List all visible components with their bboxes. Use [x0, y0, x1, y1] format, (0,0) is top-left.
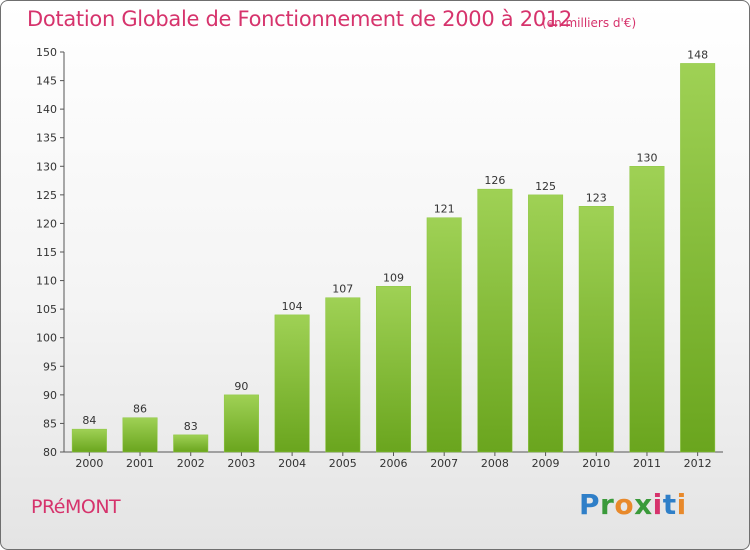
proxiti-logo: Proxiti	[579, 488, 687, 521]
logo-letter: x	[634, 488, 653, 521]
y-tick-label: 130	[36, 160, 57, 173]
bar-2008	[477, 188, 513, 453]
value-label-2006: 109	[383, 271, 404, 284]
value-label-2002: 83	[184, 420, 198, 433]
logo-letter: t	[662, 488, 677, 521]
value-label-2010: 123	[586, 191, 607, 204]
y-tick-label: 145	[36, 75, 57, 88]
y-tick-label: 115	[36, 246, 57, 259]
chart-title: Dotation Globale de Fonctionnement de 20…	[27, 7, 572, 31]
value-label-2001: 86	[133, 403, 147, 416]
value-label-2011: 130	[636, 151, 657, 164]
value-label-2003: 90	[234, 380, 248, 393]
chart-subtitle: (en milliers d'€)	[542, 16, 637, 30]
commune-name: PRéMONT	[31, 496, 121, 518]
x-tick-label-2004: 2004	[278, 457, 306, 470]
y-tick-label: 100	[36, 332, 57, 345]
value-label-2004: 104	[282, 300, 303, 313]
value-label-2005: 107	[332, 283, 353, 296]
bar-2000	[71, 428, 107, 453]
logo-letter: i	[652, 488, 663, 521]
x-tick-label-2007: 2007	[430, 457, 458, 470]
value-label-2008: 126	[484, 174, 505, 187]
x-tick-label-2011: 2011	[633, 457, 661, 470]
bar-2011	[629, 166, 665, 453]
x-tick-label-2006: 2006	[380, 457, 408, 470]
bar-2010	[578, 206, 614, 453]
y-tick-label: 140	[36, 103, 57, 116]
bar-2012	[680, 63, 716, 453]
y-tick-label: 85	[43, 417, 57, 430]
x-tick-label-2001: 2001	[126, 457, 154, 470]
bar-2003	[223, 394, 259, 453]
x-tick-label-2009: 2009	[532, 457, 560, 470]
logo-letter: P	[579, 488, 601, 521]
x-tick-label-2012: 2012	[684, 457, 712, 470]
y-tick-label: 120	[36, 217, 57, 230]
y-tick-label: 105	[36, 303, 57, 316]
y-tick-label: 150	[36, 46, 57, 59]
y-tick-label: 90	[43, 389, 57, 402]
y-tick-label: 110	[36, 275, 57, 288]
logo-letter: i	[676, 488, 687, 521]
value-label-2009: 125	[535, 180, 556, 193]
bar-2004	[274, 314, 310, 453]
x-tick-label-2008: 2008	[481, 457, 509, 470]
logo-letter: o	[614, 488, 635, 521]
chart-bars	[71, 63, 716, 453]
x-tick-label-2000: 2000	[75, 457, 103, 470]
value-label-2000: 84	[82, 414, 96, 427]
y-tick-label: 125	[36, 189, 57, 202]
logo-letter: r	[600, 488, 615, 521]
x-tick-label-2005: 2005	[329, 457, 357, 470]
chart-labels: 84 2000 86 2001 83 2002 90 2003 104 2004 107 2005 10…	[75, 48, 711, 470]
x-tick-label-2002: 2002	[177, 457, 205, 470]
value-label-2012: 148	[687, 48, 708, 61]
y-tick-label: 80	[43, 446, 57, 459]
x-tick-label-2003: 2003	[227, 457, 255, 470]
bar-2007	[426, 217, 462, 453]
bar-2006	[376, 286, 411, 453]
y-tick-label: 135	[36, 132, 57, 145]
bar-2001	[122, 417, 158, 453]
value-label-2007: 121	[434, 203, 455, 216]
x-tick-label-2010: 2010	[582, 457, 610, 470]
bar-2005	[325, 297, 361, 453]
y-tick-label: 95	[43, 360, 57, 373]
chart-axes: 80 85 90 95 100 105 110 115 120 125 130 135 140 145 15…	[36, 46, 723, 459]
bar-2002	[173, 434, 209, 453]
bar-2009	[528, 194, 564, 453]
